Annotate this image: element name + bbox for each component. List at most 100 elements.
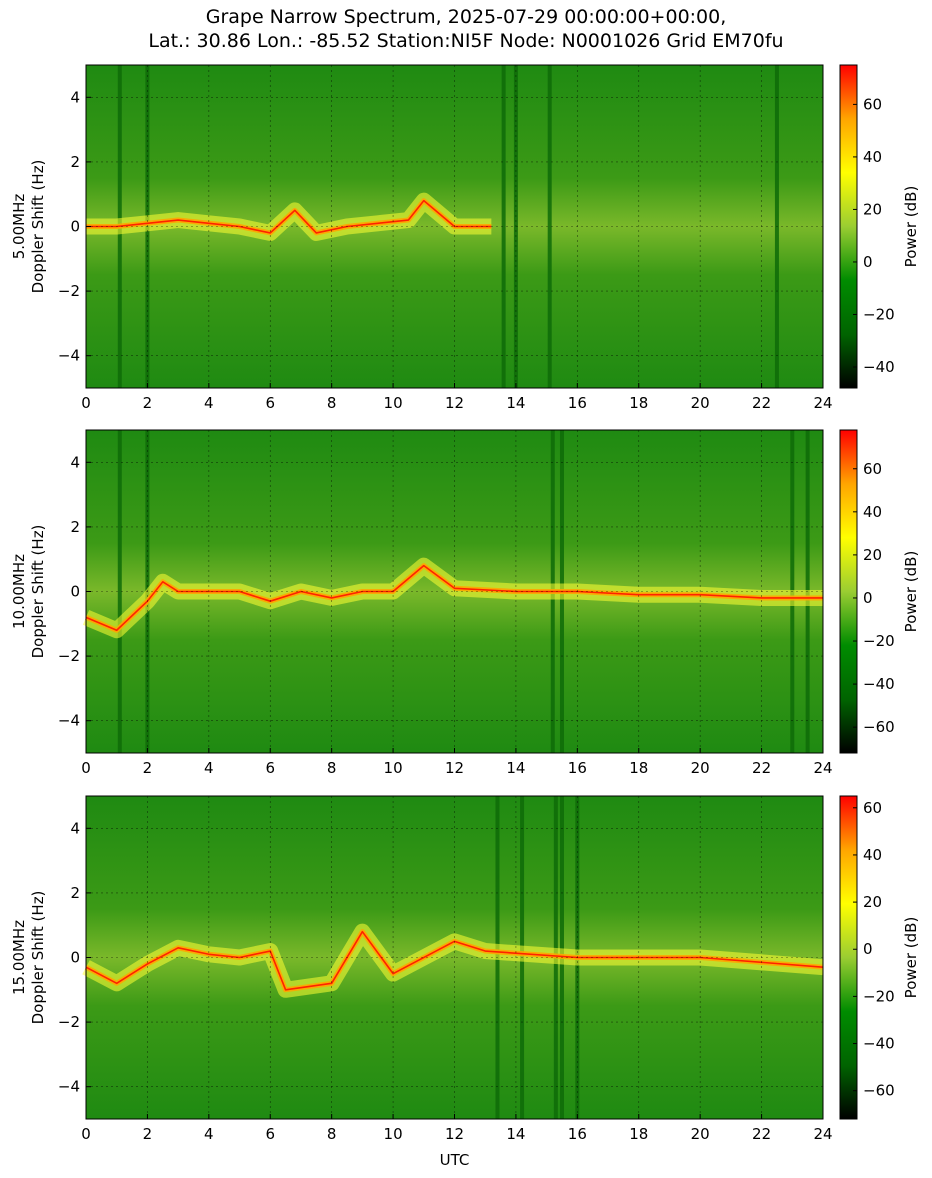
x-tick-label: 20 xyxy=(691,394,710,412)
colorbar-tick-label: 60 xyxy=(863,95,882,113)
frequency-label: 10.00MHz xyxy=(10,554,28,629)
colorbar-tick-label: 60 xyxy=(863,460,882,478)
x-tick-label: 0 xyxy=(81,1125,91,1143)
x-tick-label: 12 xyxy=(445,1125,464,1143)
x-tick-label: 8 xyxy=(327,1125,337,1143)
x-tick-label: 22 xyxy=(752,1125,771,1143)
x-tick-label: 6 xyxy=(265,1125,275,1143)
x-tick-label: 18 xyxy=(629,394,648,412)
x-tick-label: 0 xyxy=(81,394,91,412)
x-tick-label: 4 xyxy=(204,759,214,777)
interference-band xyxy=(117,430,122,753)
colorbar-label: Power (dB) xyxy=(902,917,920,999)
colorbar-tick-label: 20 xyxy=(863,893,882,911)
x-tick-label: 2 xyxy=(143,394,153,412)
colorbar-tick-label: −20 xyxy=(863,632,895,650)
carrier-core xyxy=(85,930,824,991)
interference-band xyxy=(547,65,552,388)
y-tick-label: 0 xyxy=(70,949,80,967)
y-tick-label: 2 xyxy=(70,884,80,902)
carrier-core xyxy=(86,199,492,234)
interference-band xyxy=(501,65,506,388)
figure-title-line1: Grape Narrow Spectrum, 2025-07-29 00:00:… xyxy=(205,6,727,28)
frequency-label: 5.00MHz xyxy=(10,194,28,260)
y-tick-label: 4 xyxy=(70,88,80,106)
y-tick-label: −2 xyxy=(58,1013,80,1031)
colorbar-tick-label: −60 xyxy=(863,718,895,736)
y-tick-label: 0 xyxy=(70,218,80,236)
frequency-label: 15.00MHz xyxy=(10,920,28,995)
y-tick-label: 4 xyxy=(70,819,80,837)
colorbar-tick-label: 0 xyxy=(863,589,873,607)
colorbar-tick-label: 20 xyxy=(863,546,882,564)
x-tick-label: 18 xyxy=(629,1125,648,1143)
y-tick-label: 0 xyxy=(70,583,80,601)
colorbar xyxy=(839,64,858,389)
x-tick-label: 14 xyxy=(506,394,525,412)
x-tick-label: 22 xyxy=(752,759,771,777)
y-tick-label: −2 xyxy=(58,282,80,300)
colorbar-tick-label: −40 xyxy=(863,1035,895,1053)
x-tick-label: 16 xyxy=(568,394,587,412)
x-tick-label: 10 xyxy=(384,1125,403,1143)
x-tick-label: 2 xyxy=(143,759,153,777)
x-tick-label: 22 xyxy=(752,394,771,412)
y-tick-label: −4 xyxy=(58,1078,80,1096)
x-tick-label: 16 xyxy=(568,759,587,777)
x-tick-label: 4 xyxy=(204,1125,214,1143)
x-tick-label: 4 xyxy=(204,394,214,412)
colorbar-label: Power (dB) xyxy=(902,551,920,633)
y-tick-label: 2 xyxy=(70,518,80,536)
carrier-core xyxy=(85,564,823,632)
colorbar-tick-label: −20 xyxy=(863,987,895,1005)
x-tick-label: 24 xyxy=(813,759,832,777)
x-tick-label: 6 xyxy=(265,759,275,777)
x-tick-label: 24 xyxy=(813,1125,832,1143)
colorbar xyxy=(839,429,858,754)
y-tick-label: −4 xyxy=(58,347,80,365)
x-tick-label: 2 xyxy=(143,1125,153,1143)
colorbar-tick-label: −60 xyxy=(863,1082,895,1100)
x-tick-label: 20 xyxy=(691,1125,710,1143)
colorbar-tick-label: 0 xyxy=(863,940,873,958)
x-tick-label: 18 xyxy=(629,759,648,777)
colorbar-tick-label: 20 xyxy=(863,200,882,218)
x-tick-label: 20 xyxy=(691,759,710,777)
y-tick-label: 4 xyxy=(70,453,80,471)
x-axis-label: UTC xyxy=(440,1151,470,1169)
x-tick-label: 10 xyxy=(384,759,403,777)
x-tick-label: 8 xyxy=(327,759,337,777)
colorbar xyxy=(839,795,858,1120)
x-tick-label: 10 xyxy=(384,394,403,412)
x-tick-label: 24 xyxy=(813,394,832,412)
y-tick-label: −2 xyxy=(58,647,80,665)
colorbar-tick-label: 40 xyxy=(863,148,882,166)
y-axis-label: Doppler Shift (Hz) xyxy=(29,160,47,294)
x-tick-label: 0 xyxy=(81,759,91,777)
x-tick-label: 16 xyxy=(568,1125,587,1143)
y-tick-label: −4 xyxy=(58,712,80,730)
colorbar-tick-label: 0 xyxy=(863,253,873,271)
x-tick-label: 6 xyxy=(265,394,275,412)
x-tick-label: 12 xyxy=(445,394,464,412)
x-tick-label: 14 xyxy=(506,1125,525,1143)
figure-title-line2: Lat.: 30.86 Lon.: -85.52 Station:NI5F No… xyxy=(148,30,784,52)
y-axis-label: Doppler Shift (Hz) xyxy=(29,525,47,659)
colorbar-label: Power (dB) xyxy=(902,186,920,268)
colorbar-tick-label: −40 xyxy=(863,675,895,693)
x-tick-label: 8 xyxy=(327,394,337,412)
x-tick-label: 12 xyxy=(445,759,464,777)
colorbar-tick-label: −40 xyxy=(863,358,895,376)
y-tick-label: 2 xyxy=(70,153,80,171)
colorbar-tick-label: 40 xyxy=(863,503,882,521)
colorbar-tick-label: 40 xyxy=(863,846,882,864)
y-axis-label: Doppler Shift (Hz) xyxy=(29,891,47,1025)
x-tick-label: 14 xyxy=(506,759,525,777)
colorbar-tick-label: 60 xyxy=(863,799,882,817)
colorbar-tick-label: −20 xyxy=(863,305,895,323)
